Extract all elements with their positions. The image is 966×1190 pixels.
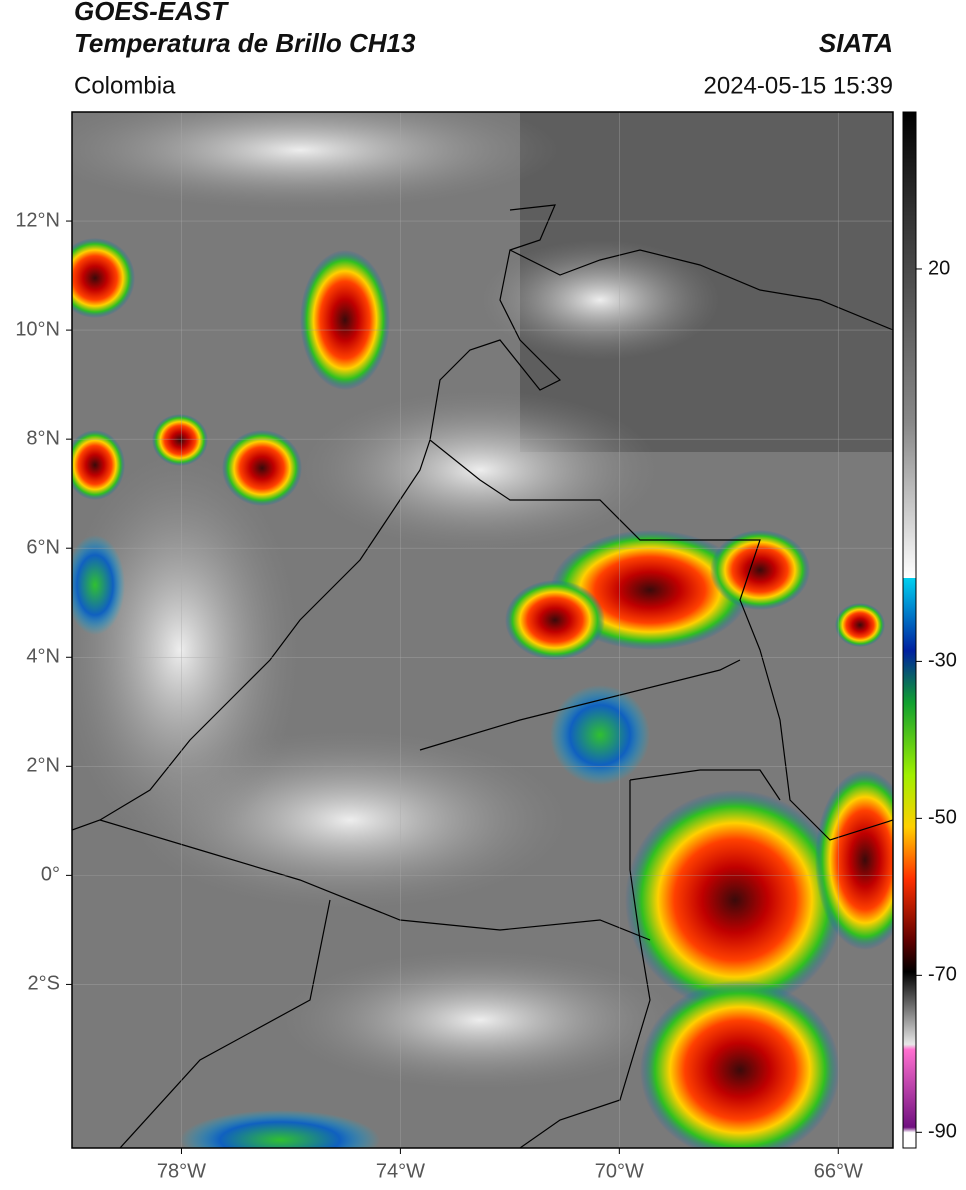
colorbar-tick-label: -50 — [928, 807, 957, 829]
lat-tick-label: 10°N — [15, 318, 60, 340]
colorbar-tick-label: 20 — [928, 257, 950, 279]
colorbar — [902, 111, 917, 1149]
lon-tick-label: 74°W — [376, 1160, 425, 1182]
lon-tick-label: 70°W — [595, 1160, 644, 1182]
lat-tick-label: 0° — [41, 864, 60, 886]
lon-tick-label: 78°W — [157, 1160, 206, 1182]
lat-tick-label: 4°N — [26, 646, 60, 668]
source: SIATA — [819, 28, 893, 58]
lat-tick-label: 6°N — [26, 536, 60, 558]
timestamp: 2024-05-15 15:39 — [704, 72, 894, 99]
title: GOES-EAST — [74, 0, 229, 26]
lon-tick-label: 66°W — [814, 1160, 863, 1182]
lat-tick-label: 8°N — [26, 427, 60, 449]
imagery — [72, 112, 893, 1148]
region: Colombia — [74, 72, 176, 99]
subtitle: Temperatura de Brillo CH13 — [74, 28, 416, 58]
map-frame — [71, 111, 894, 1149]
colorbar-tick-label: -70 — [928, 964, 957, 986]
colorbar-tick-label: -90 — [928, 1121, 957, 1143]
lat-tick-label: 2°N — [26, 755, 60, 777]
lat-tick-label: 12°N — [15, 209, 60, 231]
lat-tick-label: 2°S — [28, 973, 60, 995]
graticule — [66, 112, 893, 1154]
colorbar-tick-label: -30 — [928, 650, 957, 672]
